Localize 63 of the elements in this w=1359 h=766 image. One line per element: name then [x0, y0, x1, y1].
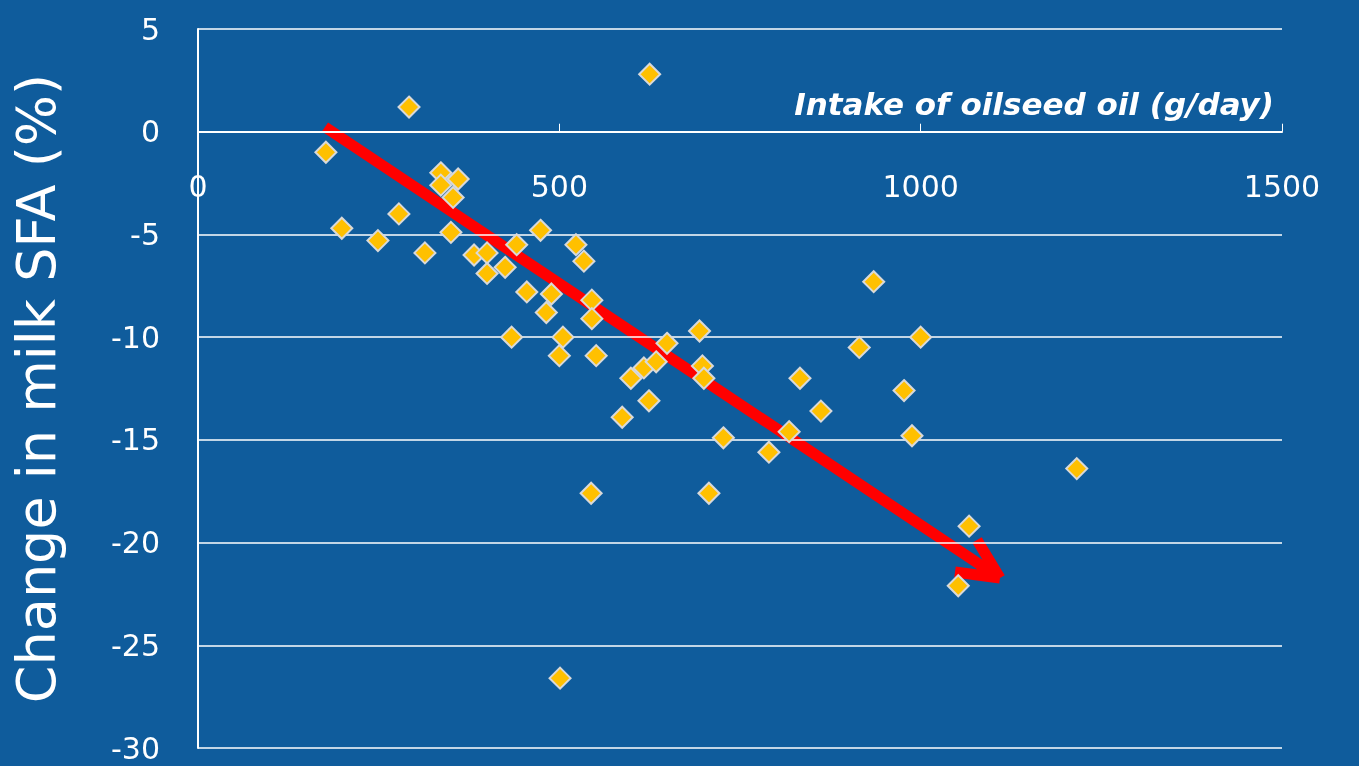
point: [1065, 457, 1089, 481]
point: [809, 399, 833, 423]
point: [475, 241, 499, 265]
y-axis-title: Change in milk SFA (%): [4, 73, 68, 704]
point: [580, 288, 604, 312]
point: [397, 95, 421, 119]
point: [475, 261, 499, 285]
y-tick-label: -5: [130, 216, 160, 252]
point: [529, 218, 553, 242]
point: [572, 249, 596, 273]
point: [862, 270, 886, 294]
x-tick-label: 500: [530, 169, 588, 205]
point: [439, 220, 463, 244]
point: [534, 300, 558, 324]
point: [580, 307, 604, 331]
point: [946, 574, 970, 598]
point: [847, 335, 871, 359]
point: [619, 366, 643, 390]
point: [551, 325, 575, 349]
point: [500, 325, 524, 349]
point: [584, 344, 608, 368]
x-tick-label: 1500: [1243, 169, 1321, 205]
point: [777, 420, 801, 444]
point: [446, 167, 470, 191]
point: [413, 241, 437, 265]
point: [638, 62, 662, 86]
y-tick-label: -10: [111, 319, 160, 355]
point: [387, 202, 411, 226]
point: [655, 331, 679, 355]
point: [429, 173, 453, 197]
point: [330, 216, 354, 240]
point: [314, 140, 338, 164]
point: [564, 233, 588, 257]
point: [637, 389, 661, 413]
point: [711, 426, 735, 450]
point: [757, 440, 781, 464]
point: [366, 229, 390, 253]
point: [909, 325, 933, 349]
point: [957, 514, 981, 538]
point: [892, 379, 916, 403]
point: [697, 481, 721, 505]
x-tick-label: 1000: [882, 169, 959, 205]
point: [900, 424, 924, 448]
point: [688, 319, 712, 343]
point: [539, 282, 563, 306]
point: [515, 280, 539, 304]
y-tick-label: -30: [111, 730, 160, 766]
point: [788, 366, 812, 390]
point: [579, 481, 603, 505]
point: [548, 666, 572, 690]
y-tick-label: -15: [111, 422, 160, 458]
point: [441, 185, 465, 209]
point: [547, 344, 571, 368]
point: [644, 350, 668, 374]
point: [505, 233, 529, 257]
y-tick-label: -20: [111, 525, 160, 561]
y-tick-label: 5: [140, 11, 160, 47]
y-tick-label: -25: [111, 627, 160, 663]
point: [692, 366, 716, 390]
point: [493, 255, 517, 279]
y-tick-label: 0: [140, 114, 160, 150]
point: [610, 405, 634, 429]
x-axis-title: Intake of oilseed oil (g/day): [794, 86, 1274, 123]
